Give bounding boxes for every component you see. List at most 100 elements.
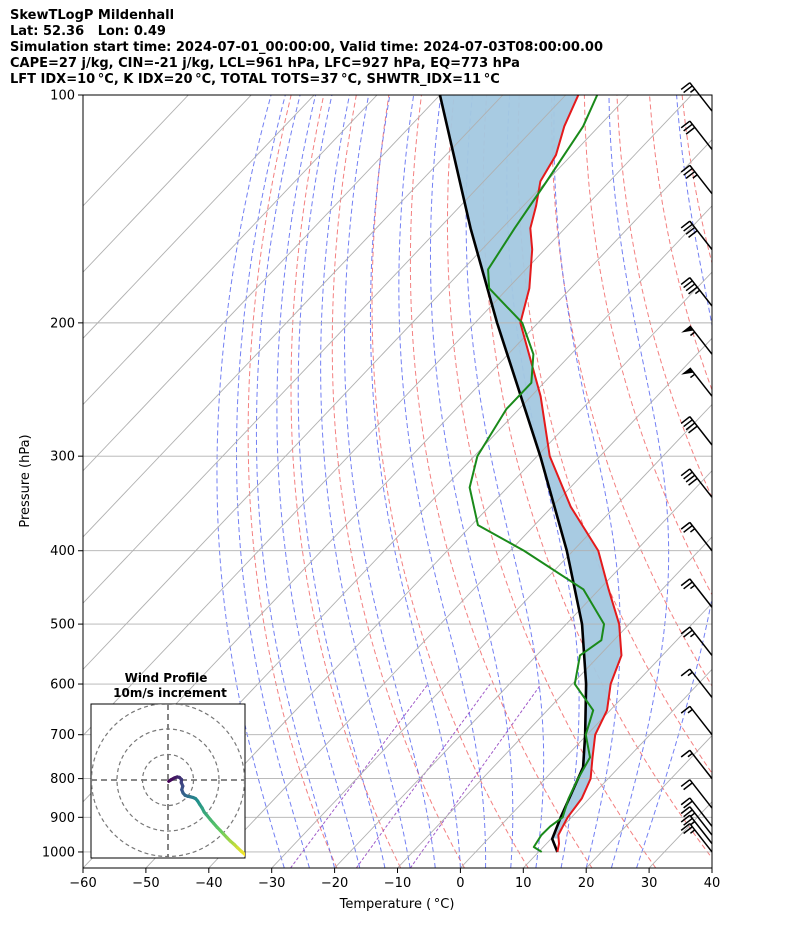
y-tick-label: 700 (50, 728, 75, 743)
wind-barb (680, 749, 713, 780)
hodograph-subtitle: 10m/s increment (113, 686, 227, 700)
moist-adiabat (320, 95, 411, 868)
hodograph-title: Wind Profile (125, 671, 208, 685)
x-tick-label: −50 (132, 876, 159, 891)
isotherm-line (83, 95, 504, 538)
dry-adiabat (583, 95, 712, 596)
wind-barb (680, 814, 713, 845)
dry-adiabat (551, 95, 712, 687)
wind-barbs (680, 82, 713, 853)
dry-adiabat (331, 95, 465, 868)
x-tick-label: 30 (641, 876, 658, 891)
wind-barb (681, 325, 713, 355)
moist-adiabat (255, 95, 336, 868)
wind-barb (680, 779, 713, 809)
moist-adiabat (429, 95, 514, 868)
wind-barb (680, 220, 713, 250)
wind-barb (680, 626, 713, 656)
chart-title: SkewTLogP Mildenhall (10, 8, 175, 23)
wind-barb (680, 164, 713, 195)
isotherm-line (711, 867, 712, 868)
x-tick-label: 40 (704, 876, 721, 891)
dry-adiabat (446, 95, 657, 868)
wind-barb (680, 668, 713, 698)
dry-adiabat (616, 95, 712, 499)
x-tick-label: −40 (195, 876, 222, 891)
isotherm-line (208, 337, 712, 868)
dry-adiabat (409, 95, 593, 868)
dry-adiabat (290, 95, 402, 868)
y-tick-label: 500 (50, 618, 75, 633)
wind-barb (680, 468, 713, 498)
y-tick-label: 1000 (42, 845, 75, 860)
chart-times: Simulation start time: 2024-07-01_00:00:… (10, 40, 603, 55)
mixing-ratio-line (355, 683, 491, 868)
dry-adiabat (715, 95, 794, 868)
y-tick-label: 300 (50, 450, 75, 465)
wind-barb (680, 277, 713, 307)
wind-barb (680, 120, 713, 150)
x-tick-label: −10 (384, 876, 411, 891)
moist-adiabat (236, 95, 310, 868)
y-axis: 100 200 300 400 500 600 700 800 900 1000 (42, 89, 83, 860)
hodograph-inset: Wind Profile 10m/s increment (90, 671, 246, 859)
x-tick-label: 10 (515, 876, 532, 891)
isotherm-line (83, 95, 629, 671)
mixing-ratio-line (290, 683, 429, 868)
wind-barb (680, 823, 713, 853)
isotherm-line (460, 602, 712, 868)
chart-indices-1: CAPE=27 j/kg, CIN=-21 j/kg, LCL=961 hPa,… (10, 56, 520, 71)
chart-location: Lat: 52.36 Lon: 0.49 (10, 24, 166, 39)
y-tick-label: 200 (50, 316, 75, 331)
dewpoint-line (468, 95, 606, 853)
isotherm-line (334, 470, 712, 868)
chart-title-block: SkewTLogP Mildenhall Lat: 52.36 Lon: 0.49… (10, 8, 603, 88)
dry-adiabat (649, 95, 712, 392)
isotherm-line (271, 403, 712, 868)
moist-adiabat (297, 95, 386, 868)
isotherm-line (83, 95, 252, 273)
wind-barb (680, 705, 713, 736)
x-tick-label: 0 (456, 876, 464, 891)
moist-adiabat (369, 95, 461, 868)
y-tick-label: 400 (50, 544, 75, 559)
moist-adiabat (636, 95, 712, 868)
moist-adiabat (216, 95, 285, 868)
dry-adiabat (371, 95, 529, 868)
wind-barb (680, 82, 713, 112)
isotherm-line (648, 801, 712, 868)
wind-barb (680, 806, 713, 836)
x-tick-label: 20 (578, 876, 595, 891)
wind-barb (680, 521, 713, 552)
x-axis: −60 −50 −40 −30 −20 −10 0 10 20 30 40 (69, 868, 720, 891)
x-tick-label: −30 (258, 876, 285, 891)
x-tick-label: −20 (321, 876, 348, 891)
x-tick-label: −60 (69, 876, 96, 891)
dry-adiabat (247, 95, 338, 868)
wind-barb (680, 797, 713, 827)
parcel-line (438, 95, 588, 853)
dry-adiabat (780, 95, 794, 868)
wind-barb (681, 367, 713, 397)
isotherm-line (145, 271, 712, 868)
isotherm-line (83, 95, 441, 472)
isotherm-line (83, 95, 378, 406)
isotherm-line (397, 536, 712, 868)
chart-indices-2: LFT IDX=10 °C, K IDX=20 °C, TOTAL TOTS=3… (10, 72, 500, 87)
moist-adiabat (608, 95, 670, 868)
moist-adiabat (465, 95, 545, 868)
grid-layer (83, 95, 794, 868)
y-tick-label: 800 (50, 772, 75, 787)
isotherm-line (83, 95, 315, 339)
series-layer (438, 95, 623, 853)
isotherm-line (83, 95, 692, 737)
temperature-line (519, 95, 623, 853)
dry-adiabat (747, 95, 794, 868)
y-tick-label: 600 (50, 678, 75, 693)
isotherm-line (775, 95, 794, 868)
isotherm-line (83, 95, 567, 604)
wind-barb (680, 578, 713, 608)
y-tick-label: 100 (50, 89, 75, 104)
moist-adiabat (344, 95, 436, 868)
wind-barb (680, 416, 713, 446)
